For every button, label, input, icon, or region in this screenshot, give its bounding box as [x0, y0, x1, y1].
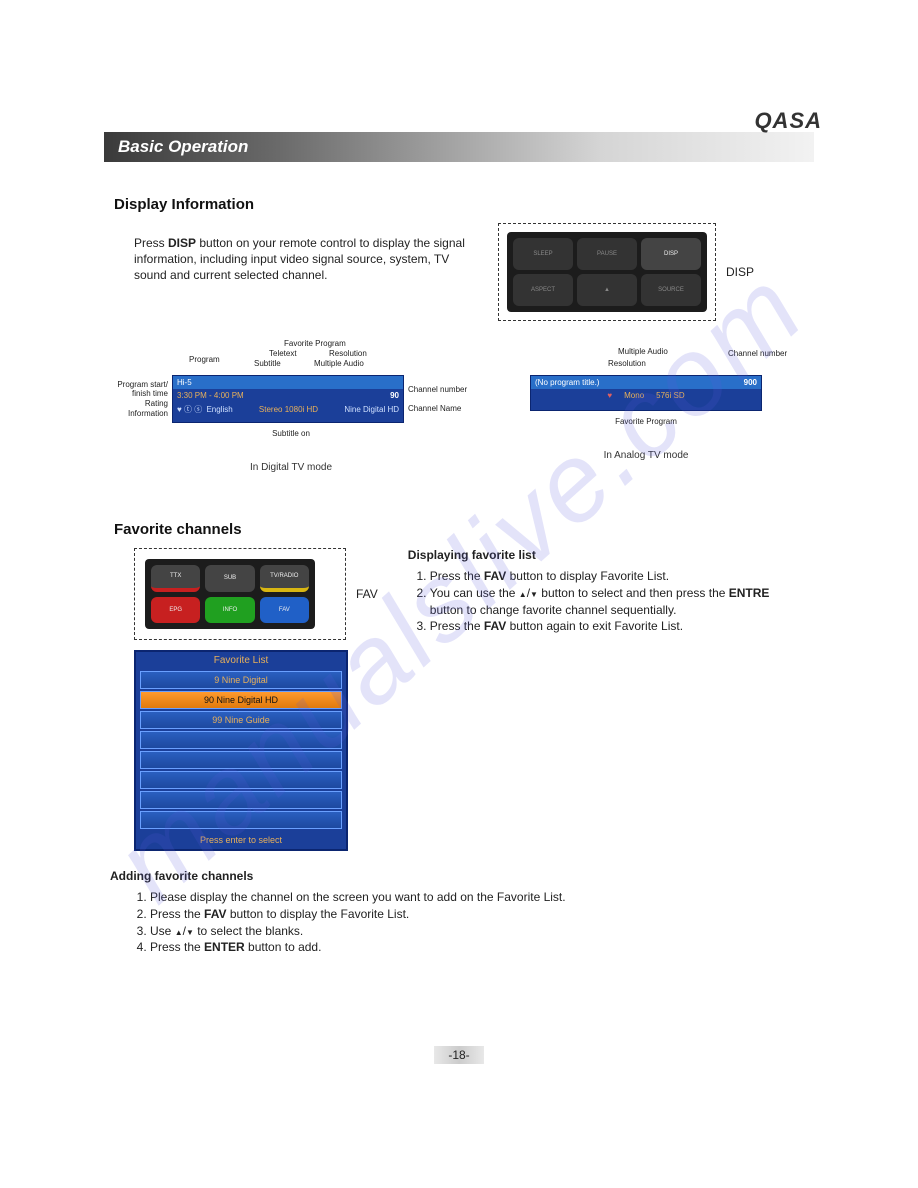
fav-callout-label: FAV — [356, 587, 378, 601]
osd-analog: (No program title.) 900 ♥ Mono 576i SD — [530, 375, 762, 411]
label-subtitle: Subtitle — [254, 359, 281, 368]
label-multi-audio: Multiple Audio — [314, 359, 364, 368]
displaying-steps: Press the FAV button to display Favorite… — [414, 568, 794, 635]
up-icon — [519, 586, 527, 600]
osd-time: 3:30 PM - 4:00 PM — [177, 391, 244, 400]
osd-right-labels: Channel number Channel Name — [408, 385, 468, 414]
remote-disp-box: SLEEP PAUSE DISP ASPECT ▲ SOURCE — [498, 223, 716, 321]
remote-up-button: ▲ — [577, 274, 637, 306]
favlist-row — [140, 791, 342, 809]
favorite-heading: Favorite channels — [114, 521, 854, 538]
osd-left-labels: Program start/ finish time Rating Inform… — [114, 380, 168, 418]
down-icon — [530, 586, 538, 600]
adding-title: Adding favorite channels — [110, 869, 794, 883]
display-info-heading: Display Information — [114, 196, 854, 213]
step: Press the ENTER button to add. — [150, 939, 794, 956]
heart-icon: ♥ — [607, 391, 612, 400]
favlist-row — [140, 771, 342, 789]
para-text: Press — [134, 236, 168, 250]
favlist-row-selected: 90 Nine Digital HD — [140, 691, 342, 709]
favlist-row — [140, 751, 342, 769]
label-favprog: Favorite Program — [284, 339, 346, 348]
osd-analog-caption: In Analog TV mode — [604, 450, 689, 461]
display-info-paragraph: Press DISP button on your remote control… — [134, 235, 474, 284]
label-resolution-a: Resolution — [608, 359, 646, 368]
label-favprog-a: Favorite Program — [615, 417, 677, 426]
osd-a-chnum: 900 — [744, 378, 757, 387]
osd-icons: ♥ ⓣ ⓢ English — [177, 404, 233, 415]
label-resolution: Resolution — [329, 349, 367, 358]
favlist-row — [140, 811, 342, 829]
favlist-title: Favorite List — [136, 652, 346, 669]
adding-steps: Please display the channel on the screen… — [134, 889, 794, 956]
favlist-row: 99 Nine Guide — [140, 711, 342, 729]
step: Press the FAV button again to exit Favor… — [430, 618, 794, 635]
remote-info-button: INFO — [205, 597, 254, 624]
favlist-row — [140, 731, 342, 749]
step: Press the FAV button to display the Favo… — [150, 906, 794, 923]
brand-logo: QASA — [754, 108, 822, 134]
remote-aspect-button: ASPECT — [513, 274, 573, 306]
step: Press the FAV button to display Favorite… — [430, 568, 794, 585]
up-icon — [175, 924, 183, 938]
osd-a-res: 576i SD — [656, 391, 684, 400]
step: Please display the channel on the screen… — [150, 889, 794, 906]
remote-pause-button: PAUSE — [577, 238, 637, 270]
label-chnum-a: Channel number — [728, 349, 787, 358]
remote-ttx-button: TTX — [151, 565, 200, 592]
down-icon — [186, 924, 194, 938]
favlist-footer: Press enter to select — [136, 831, 346, 849]
label-program: Program — [189, 355, 220, 364]
displaying-title: Displaying favorite list — [408, 548, 794, 562]
disp-callout-label: DISP — [726, 265, 754, 279]
section-bar: Basic Operation — [104, 132, 814, 162]
step: You can use the / button to select and t… — [430, 585, 794, 619]
step: Use / to select the blanks. — [150, 923, 794, 940]
remote-tvradio-button: TV/RADIO — [260, 565, 309, 592]
remote-sleep-button: SLEEP — [513, 238, 573, 270]
remote-epg-button: EPG — [151, 597, 200, 624]
favlist-row: 9 Nine Digital — [140, 671, 342, 689]
favorite-list-osd: Favorite List 9 Nine Digital 90 Nine Dig… — [134, 650, 348, 851]
label-teletext: Teletext — [269, 349, 297, 358]
osd-a-title: (No program title.) — [535, 378, 599, 387]
remote-sub-button: SUB — [205, 565, 254, 592]
remote-fav-box: TTX SUB TV/RADIO EPG INFO FAV — [134, 548, 346, 640]
osd-digital-caption: In Digital TV mode — [250, 462, 332, 473]
osd-chnum: 90 — [390, 391, 399, 400]
osd-chname: Nine Digital HD — [344, 405, 399, 414]
osd-a-mono: Mono — [624, 391, 644, 400]
osd-digital: Hi-5 3:30 PM - 4:00 PM 90 ♥ ⓣ ⓢ English … — [172, 375, 404, 423]
osd-res: Stereo 1080i HD — [259, 405, 318, 414]
remote-disp-button: DISP — [641, 238, 701, 270]
remote-source-button: SOURCE — [641, 274, 701, 306]
label-subtitle-on: Subtitle on — [272, 429, 310, 438]
disp-bold: DISP — [168, 236, 196, 250]
page-number: -18- — [64, 1046, 854, 1064]
label-multi-audio-a: Multiple Audio — [618, 347, 668, 356]
remote-fav-button: FAV — [260, 597, 309, 624]
osd-top: Hi-5 — [173, 376, 403, 389]
